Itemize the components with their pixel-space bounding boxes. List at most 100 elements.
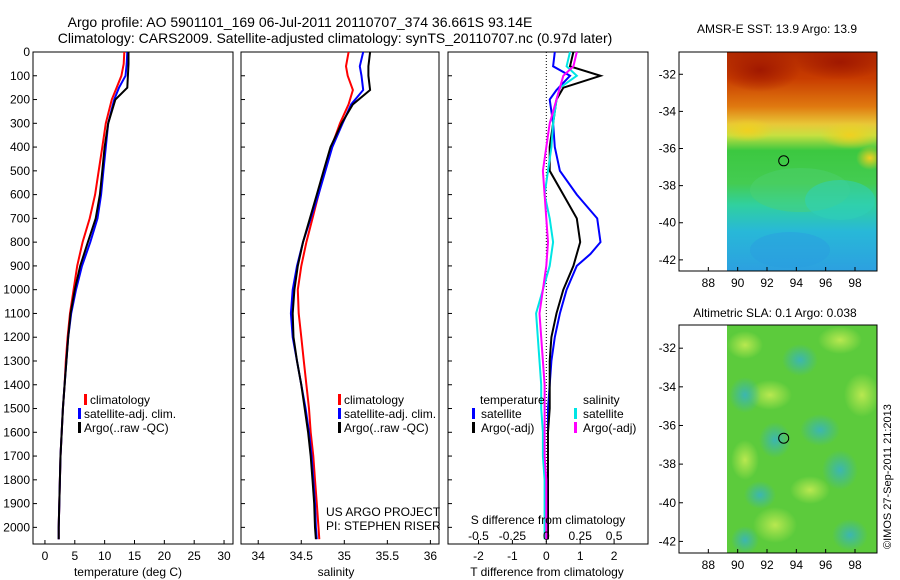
legend-label-sal-argo: Argo(-adj) xyxy=(583,421,636,435)
y-tick-label: -40 xyxy=(659,496,677,510)
y-tick-label: 1200 xyxy=(3,330,30,344)
legend-label-climatology: climatology xyxy=(90,393,150,407)
y-tick-label: -34 xyxy=(659,104,677,118)
y-tick-label: 1400 xyxy=(3,378,30,392)
y-tick-label: -40 xyxy=(659,216,677,230)
y-tick-label: 300 xyxy=(10,116,30,130)
x-tick-label: 20 xyxy=(158,549,172,563)
legend-label-satellite: satellite-adj. clim. xyxy=(84,407,176,421)
legend-swatch-climatology xyxy=(338,394,341,405)
legend-label-temp-satellite: satellite xyxy=(481,407,522,421)
sst-axes-frame xyxy=(678,51,878,272)
y-tick-label: 500 xyxy=(10,164,30,178)
y-tick-label: -42 xyxy=(659,253,677,267)
salinity-axes-frame xyxy=(240,51,440,545)
y-tick-label: -38 xyxy=(659,179,677,193)
sla-argo-marker xyxy=(778,432,790,444)
x-tick-label: 5 xyxy=(71,549,78,563)
x-tick-label: -2 xyxy=(473,549,484,563)
legend-swatch-sal-argo xyxy=(574,422,577,433)
difference-panel: -2 -1 0 1 2 T difference from climatology S … xyxy=(447,51,649,579)
x-tick-label: 90 xyxy=(731,558,745,572)
temperature-axes-frame xyxy=(32,51,234,545)
series-line-argo-raw-qc- xyxy=(57,52,130,540)
y-tick-label: -38 xyxy=(659,457,677,471)
x2-tick-label: -0.25 xyxy=(499,529,527,543)
legend-label-satellite: satellite-adj. clim. xyxy=(344,407,436,421)
y-tick-label: 1600 xyxy=(3,425,30,439)
y-tick-label: 0 xyxy=(23,45,30,59)
y-tick-label: 2000 xyxy=(3,520,30,534)
y-tick-label: 100 xyxy=(10,69,30,83)
x-tick-label: 94 xyxy=(790,276,804,290)
x-tick-label: 25 xyxy=(188,549,202,563)
sla-axes-frame xyxy=(678,324,878,554)
figure-title: Argo profile: AO 5901101_169 06-Jul-2011… xyxy=(68,14,533,30)
x-tick-label: 15 xyxy=(128,549,142,563)
y-tick-label: -36 xyxy=(659,418,677,432)
x-tick-label: 88 xyxy=(702,276,716,290)
y-tick-label: 1700 xyxy=(3,449,30,463)
series-line-argo-raw-qc- xyxy=(291,51,372,540)
difference-xlabel: T difference from climatology xyxy=(470,565,624,579)
x-tick-label: 98 xyxy=(848,276,862,290)
x-tick-label: -1 xyxy=(507,549,518,563)
y-tick-label: 1100 xyxy=(4,306,30,320)
temperature-legend: climatology satellite-adj. clim. Argo(..… xyxy=(78,393,176,435)
legend-swatch-temp-satellite xyxy=(472,408,475,419)
imos-watermark: ©IMOS 27-Sep-2011 21:2013 xyxy=(882,404,894,549)
difference-legend: temperature salinity satellite Argo(-adj… xyxy=(472,393,636,435)
sst-heatmap xyxy=(727,52,877,271)
y-tick-label: 1000 xyxy=(3,283,30,297)
sst-map-panel: AMSR-E SST: 13.9 Argo: 13.9 88 90 92 94 96 98… xyxy=(659,22,878,290)
x-tick-label: 34 xyxy=(252,549,266,563)
legend-swatch-satellite xyxy=(338,408,341,419)
y-tick-label: 1500 xyxy=(3,402,30,416)
series-line-satellite-adj-clim- xyxy=(57,51,129,540)
x-tick-label: 30 xyxy=(217,549,231,563)
temperature-panel: 0 5 10 15 20 25 30 0 100 200 300 400 500 600 700 800 90… xyxy=(3,45,234,579)
legend-label-temp-argo: Argo(-adj) xyxy=(481,421,534,435)
x-tick-label: 94 xyxy=(790,558,804,572)
y-tick-label: 600 xyxy=(10,188,30,202)
x-tick-label: 96 xyxy=(819,558,833,572)
x-tick-label: 35 xyxy=(338,549,352,563)
sla-map-panel: Altimetric SLA: 0.1 Argo: 0.038 88 90 92 94… xyxy=(659,306,878,572)
salinity-xlabel: salinity xyxy=(318,565,355,579)
legend-label-climatology: climatology xyxy=(344,393,404,407)
difference-axes-frame xyxy=(447,51,649,545)
pi-annotation: PI: STEPHEN RISER xyxy=(326,519,441,533)
x-tick-label: 98 xyxy=(848,558,862,572)
x2-tick-label: 0 xyxy=(543,529,550,543)
sla-map-title: Altimetric SLA: 0.1 Argo: 0.038 xyxy=(693,306,857,320)
x-tick-label: 1 xyxy=(577,549,584,563)
salinity-legend: climatology satellite-adj. clim. Argo(..… xyxy=(338,393,436,435)
y-tick-label: 800 xyxy=(10,235,30,249)
legend-label-argo: Argo(..raw -QC) xyxy=(344,421,429,435)
x-tick-label: 36 xyxy=(424,549,438,563)
legend-label-argo: Argo(..raw -QC) xyxy=(84,421,169,435)
y-tick-label: 400 xyxy=(10,140,30,154)
y-tick-label: 900 xyxy=(10,259,30,273)
y-tick-label: 700 xyxy=(10,211,30,225)
series-line-temperature-argo-adj- xyxy=(547,51,604,540)
legend-swatch-argo xyxy=(338,422,341,433)
series-line-satellite-adj-clim- xyxy=(289,51,365,540)
y-tick-label: 1800 xyxy=(3,473,30,487)
difference-xlabel2: S difference from climatology xyxy=(471,513,626,527)
salinity-panel: 34 34.5 35 35.5 36 salinity climatology sate… xyxy=(240,51,441,579)
legend-header-salinity: salinity xyxy=(583,393,620,407)
series-line-climatology xyxy=(57,51,126,540)
x-tick-label: 35.5 xyxy=(376,549,400,563)
y-tick-label: 1300 xyxy=(3,354,30,368)
y-tick-label: -42 xyxy=(659,534,677,548)
y-tick-label: -32 xyxy=(659,341,677,355)
x-tick-label: 0 xyxy=(42,549,49,563)
project-annotation: US ARGO PROJECT xyxy=(326,505,441,519)
sla-heatmap xyxy=(727,325,877,553)
legend-swatch-sal-satellite xyxy=(574,408,577,419)
sst-argo-marker xyxy=(778,155,790,167)
x-tick-label: 0 xyxy=(543,549,550,563)
legend-label-sal-satellite: satellite xyxy=(583,407,624,421)
